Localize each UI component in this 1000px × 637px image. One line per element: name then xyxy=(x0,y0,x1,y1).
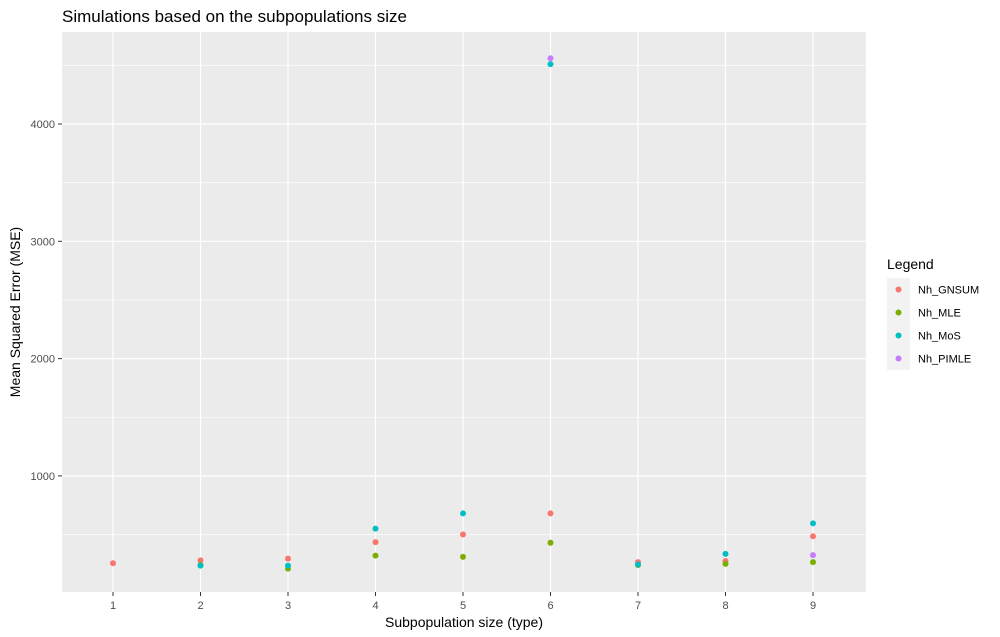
data-point-nh-mle xyxy=(722,560,729,567)
y-tick-label: 1000 xyxy=(31,471,55,483)
data-point-nh-mos xyxy=(372,525,379,532)
data-point-nh-gnsum xyxy=(285,555,291,562)
x-tick-label: 9 xyxy=(810,600,816,612)
data-point-nh-pimle xyxy=(810,552,816,559)
x-tick-label: 7 xyxy=(635,600,641,612)
data-point-nh-mle xyxy=(460,553,466,560)
legend-key-dot xyxy=(895,355,902,362)
x-axis-title: Subpopulation size (type) xyxy=(385,614,543,630)
data-point-nh-mos xyxy=(635,561,641,568)
y-tick-label: 2000 xyxy=(31,354,55,366)
legend-label: Nh_MoS xyxy=(918,331,961,343)
legend-key-dot xyxy=(895,286,902,293)
data-point-nh-gnsum xyxy=(547,510,554,517)
legend-label: Nh_PIMLE xyxy=(918,354,971,366)
x-tick-label: 3 xyxy=(285,600,291,612)
data-point-nh-mos xyxy=(722,550,729,557)
x-tick-label: 8 xyxy=(722,600,728,612)
data-point-nh-mle xyxy=(547,539,554,546)
legend-label: Nh_GNSUM xyxy=(918,285,979,297)
legend-key-dot xyxy=(895,332,902,339)
data-point-nh-gnsum xyxy=(810,533,816,540)
x-tick-label: 1 xyxy=(110,600,116,612)
legend-title: Legend xyxy=(887,256,934,272)
legend-key-dot xyxy=(895,309,902,316)
x-tick-label: 5 xyxy=(460,600,466,612)
data-point-nh-gnsum xyxy=(372,539,379,546)
data-point-nh-mos xyxy=(197,562,204,569)
chart-title: Simulations based on the subpopulations … xyxy=(62,7,407,26)
data-point-nh-mos xyxy=(460,510,466,517)
x-tick-label: 6 xyxy=(547,600,553,612)
data-point-nh-mos xyxy=(810,520,816,527)
grid-layer xyxy=(62,32,866,592)
data-point-nh-mle xyxy=(372,552,379,559)
plot-panel xyxy=(62,32,866,592)
data-point-nh-mos xyxy=(285,562,291,569)
y-axis: 1000 2000 3000 4000 xyxy=(31,119,62,483)
data-point-nh-pimle xyxy=(547,55,554,62)
legend-items: Nh_GNSUM Nh_MLE Nh_MoS Nh_PIMLE xyxy=(887,278,979,370)
y-axis-title: Mean Squared Error (MSE) xyxy=(7,227,23,397)
data-point-nh-gnsum xyxy=(460,531,466,538)
points-layer xyxy=(110,55,816,572)
y-tick-label: 3000 xyxy=(31,236,55,248)
legend: Legend Nh_GNSUM Nh_MLE Nh_MoS Nh_PIMLE xyxy=(887,256,979,370)
data-point-nh-mos xyxy=(547,61,554,68)
x-axis: 1 2 3 4 5 6 7 8 9 xyxy=(110,592,816,612)
x-tick-label: 4 xyxy=(372,600,378,612)
data-point-nh-gnsum xyxy=(110,560,116,567)
legend-label: Nh_MLE xyxy=(918,308,961,320)
x-tick-label: 2 xyxy=(197,600,203,612)
data-point-nh-gnsum xyxy=(197,557,204,564)
y-tick-label: 4000 xyxy=(31,119,55,131)
data-point-nh-mle xyxy=(810,559,816,566)
